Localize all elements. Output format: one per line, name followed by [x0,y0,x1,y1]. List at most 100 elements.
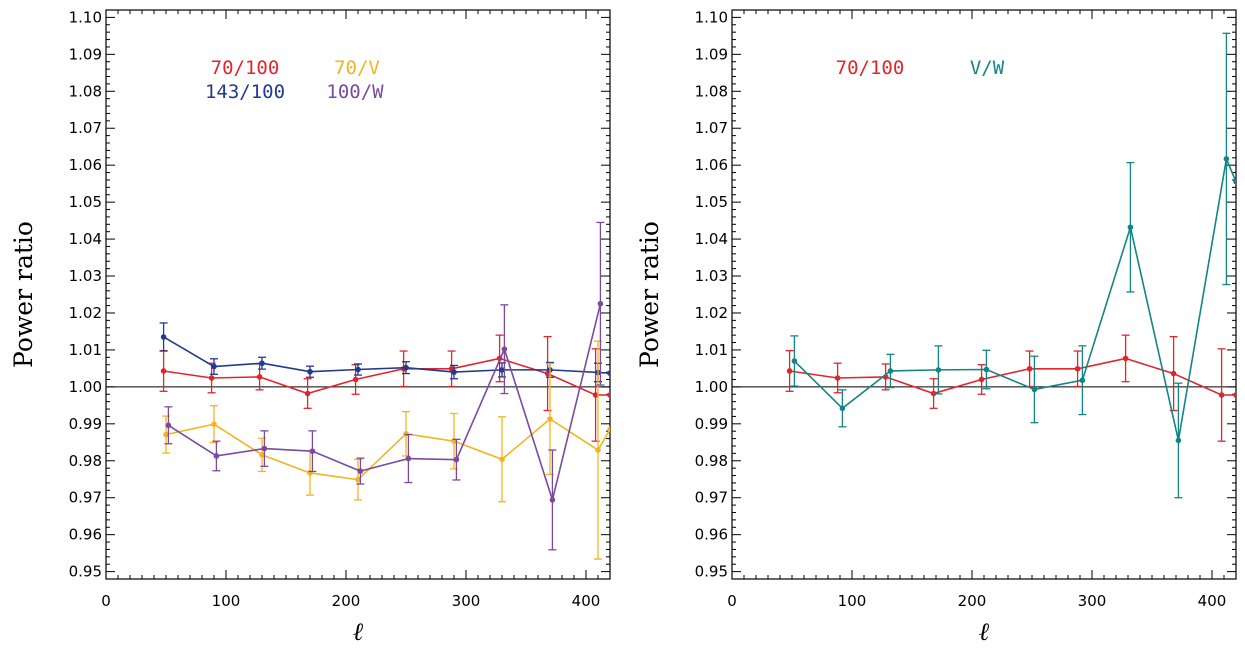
data-point [1026,365,1033,372]
data-point [160,368,167,374]
legend-label: 143/100 [205,81,285,103]
data-point [786,368,793,374]
y-tick-label: 0.97 [695,489,728,507]
data-point [607,426,610,433]
legend-label: 100/W [326,81,384,103]
y-tick-label: 1.02 [69,304,102,322]
data-point [791,358,798,364]
data-point [499,367,505,373]
data-point [1079,377,1086,384]
y-tick-label: 1.09 [69,45,102,63]
data-point [930,390,937,397]
y-axis-label: Power ratio [9,221,38,368]
y-axis-label: Power ratio [635,221,664,368]
data-point [309,448,316,454]
data-point [304,390,311,397]
x-tick-label: 100 [838,592,867,610]
y-tick-label: 1.05 [69,193,102,211]
data-point [839,405,846,412]
data-point [451,369,457,375]
y-tick-label: 1.02 [695,304,728,322]
data-point [499,456,505,463]
data-point [211,363,217,370]
data-point [595,447,601,453]
y-tick-label: 1.10 [69,8,102,26]
y-tick-label: 0.99 [695,415,728,433]
data-point [592,392,599,398]
x-tick-label: 0 [101,592,111,610]
y-tick-label: 1.09 [695,45,728,63]
data-point [983,366,990,373]
series-line [793,156,1236,441]
y-tick-label: 0.95 [695,563,728,581]
data-point [405,455,412,462]
x-axis-label: ℓ [979,617,990,646]
series-70-100 [159,334,610,442]
x-tick-label: 0 [727,592,737,610]
y-tick-label: 0.96 [695,526,728,544]
x-tick-label: 200 [958,592,987,610]
y-tick-label: 0.95 [69,563,102,581]
legend-label: 70/100 [211,57,280,79]
y-tick-label: 1.06 [69,156,102,174]
data-point [403,430,409,437]
y-tick-label: 0.96 [69,526,102,544]
data-point [1218,392,1225,398]
y-tick-label: 0.98 [69,452,102,470]
data-point [1031,386,1038,393]
data-point [935,367,942,373]
data-point [607,392,610,398]
data-point [165,422,172,429]
series-100-w [164,221,605,551]
x-tick-label: 100 [212,592,241,610]
data-point [1127,224,1134,231]
y-tick-label: 1.00 [695,378,728,396]
data-point [307,368,313,375]
data-point [453,456,460,463]
y-tick-label: 1.08 [69,82,102,100]
y-tick-label: 1.00 [69,378,102,396]
plot-frame [731,9,1237,580]
plot-area [785,32,1236,499]
data-point [211,421,217,427]
y-tick-label: 1.01 [695,341,728,359]
y-tick-label: 1.03 [695,267,728,285]
data-point [978,376,985,383]
data-point [1175,437,1182,444]
series-70-v [162,340,610,560]
data-point [163,431,169,438]
data-point [1074,365,1081,372]
series-line [167,303,602,503]
data-point [501,346,508,352]
y-tick-label: 0.99 [69,415,102,433]
x-axis-label: ℓ [353,617,364,646]
data-point [549,497,556,503]
y-tick-label: 1.05 [695,193,728,211]
y-tick-label: 0.97 [69,489,102,507]
series-143-100 [159,322,610,383]
series-line [163,336,610,374]
y-tick-label: 1.08 [695,82,728,100]
right-panel: 0.95 0.96 0.97 0.98 0.99 1.00 1.01 1.02 1.03 1.04… [635,8,1237,646]
data-point [547,416,553,422]
data-point [597,300,604,307]
y-tick-label: 1.06 [695,156,728,174]
left-panel: 0.95 0.96 0.97 0.98 0.99 1.00 1.01 1.02 1.03 1.04… [9,8,611,646]
data-point [256,374,263,380]
series-70-100 [785,334,1236,442]
series-line [789,357,1236,396]
data-point [208,375,215,381]
data-point [1233,392,1236,398]
series-line [163,357,610,396]
x-tick-label: 200 [332,592,361,610]
y-tick-label: 1.04 [69,230,102,248]
data-point [1223,156,1230,162]
data-point [887,368,894,374]
y-tick-label: 1.04 [695,230,728,248]
legend-label: 70/100 [836,57,905,79]
data-point [259,452,265,458]
data-point [607,370,610,376]
data-point [259,360,265,367]
data-point [1122,355,1129,362]
data-point [1170,370,1177,377]
